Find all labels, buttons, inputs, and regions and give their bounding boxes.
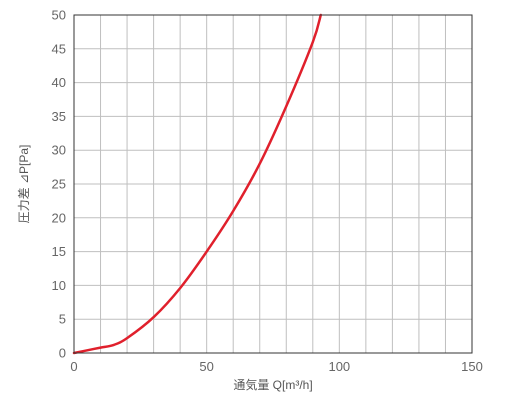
y-tick-label: 15 (52, 244, 66, 259)
y-tick-label: 10 (52, 278, 66, 293)
y-axis-title: 圧力差 ⊿P[Pa] (17, 145, 31, 224)
y-tick-label: 40 (52, 75, 66, 90)
x-axis-title: 通気量 Q[m³/h] (233, 377, 312, 392)
y-tick-label: 30 (52, 143, 66, 158)
y-tick-label: 5 (59, 312, 66, 327)
y-tick-label: 0 (59, 346, 66, 361)
y-tick-label: 50 (52, 8, 66, 23)
x-tick-label: 0 (70, 359, 77, 374)
series-line (72, 13, 323, 355)
y-tick-label: 45 (52, 41, 66, 56)
y-tick-label: 25 (52, 177, 66, 192)
x-tick-label: 150 (461, 359, 483, 374)
x-tick-label: 50 (199, 359, 213, 374)
y-tick-label: 35 (52, 109, 66, 124)
x-tick-labels: 0 50 100 150 (70, 359, 482, 374)
y-tick-label: 20 (52, 210, 66, 225)
plot-frame (73, 14, 473, 354)
grid (73, 14, 473, 354)
y-tick-labels: 0 5 10 15 20 25 30 35 40 45 50 (52, 8, 66, 361)
x-tick-label: 100 (328, 359, 350, 374)
